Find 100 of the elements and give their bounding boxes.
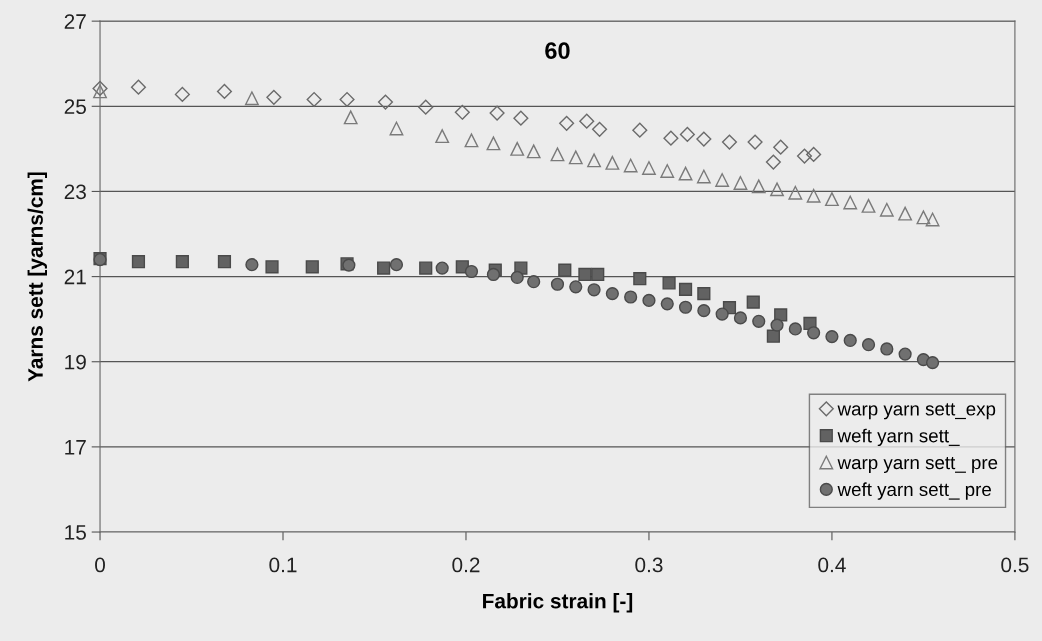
legend-label: weft yarn sett_ pre	[837, 482, 991, 500]
point	[486, 267, 501, 282]
point	[774, 308, 788, 322]
point	[806, 188, 821, 203]
point	[306, 91, 322, 108]
point	[377, 94, 394, 110]
point	[898, 347, 912, 361]
point	[678, 166, 693, 181]
point	[721, 134, 738, 150]
y-tick-label: 27	[64, 14, 86, 29]
point	[678, 300, 693, 314]
point	[605, 287, 619, 301]
point	[806, 146, 822, 162]
point	[752, 314, 766, 328]
point	[513, 110, 529, 126]
y-tick-label: 23	[64, 184, 86, 200]
point	[623, 158, 638, 173]
point	[343, 110, 358, 125]
point	[660, 297, 674, 311]
point	[916, 210, 931, 225]
x-tick-label: 0.1	[269, 557, 297, 573]
legend-label: warp yarn sett_ pre	[837, 456, 998, 473]
point	[526, 144, 541, 159]
point	[130, 79, 147, 95]
point	[766, 329, 780, 343]
y-tick-label: 21	[64, 269, 86, 285]
point	[591, 121, 608, 137]
x-tick-label: 0.2	[452, 557, 480, 573]
point	[587, 283, 601, 297]
point	[591, 267, 605, 282]
y-tick-label: 17	[65, 440, 86, 455]
x-tick-label: 0.3	[635, 557, 663, 573]
point	[733, 175, 748, 190]
point	[861, 338, 876, 352]
point	[464, 264, 479, 279]
point	[642, 161, 656, 175]
x-tick-label: 0.4	[818, 557, 846, 573]
point	[605, 155, 620, 170]
point	[568, 150, 583, 165]
point	[558, 263, 572, 277]
point	[696, 169, 711, 184]
point	[464, 133, 479, 148]
point	[569, 280, 583, 294]
point	[244, 91, 259, 106]
point	[131, 255, 146, 269]
point	[925, 212, 940, 227]
point	[93, 84, 107, 99]
point	[861, 198, 876, 213]
point	[824, 192, 839, 207]
point	[898, 206, 913, 221]
y-axis-title: Yarns sett [yarns/cm]	[27, 172, 47, 382]
point	[642, 293, 656, 308]
point	[550, 277, 565, 291]
legend-label: warp yarn sett_exp	[837, 403, 996, 420]
point	[843, 333, 857, 348]
point	[662, 276, 676, 290]
point	[770, 318, 784, 332]
point	[696, 131, 712, 147]
point	[715, 173, 730, 187]
point	[746, 295, 760, 309]
point	[435, 261, 449, 275]
point	[454, 104, 470, 120]
legend-label: weft yarn sett_	[837, 428, 960, 447]
point	[788, 185, 803, 200]
y-tick-label: 25	[64, 99, 86, 115]
point	[559, 115, 575, 131]
point	[510, 141, 525, 156]
point	[266, 89, 282, 105]
point	[578, 267, 592, 282]
x-axis-title: Fabric strain [-]	[483, 593, 633, 613]
text: 60	[545, 42, 570, 60]
point	[377, 261, 391, 275]
point	[624, 290, 638, 304]
point	[389, 258, 404, 272]
point	[715, 307, 729, 321]
point	[579, 113, 595, 129]
point	[925, 355, 940, 370]
y-tick-label: 15	[65, 525, 86, 540]
point	[174, 86, 190, 102]
point	[697, 287, 711, 301]
point	[633, 272, 647, 286]
point	[697, 304, 711, 318]
point	[486, 136, 501, 151]
point	[747, 134, 763, 150]
point	[245, 258, 259, 272]
point	[550, 147, 565, 162]
point	[216, 83, 233, 99]
point	[679, 126, 695, 142]
point	[217, 255, 232, 269]
point	[339, 91, 355, 108]
point	[733, 311, 748, 325]
point	[796, 148, 813, 164]
point	[770, 182, 784, 197]
x-tick-label: 0	[95, 557, 106, 573]
point	[632, 122, 648, 138]
point	[527, 275, 541, 289]
point	[265, 260, 279, 274]
point	[305, 260, 319, 274]
point	[418, 99, 434, 115]
point	[419, 261, 433, 275]
